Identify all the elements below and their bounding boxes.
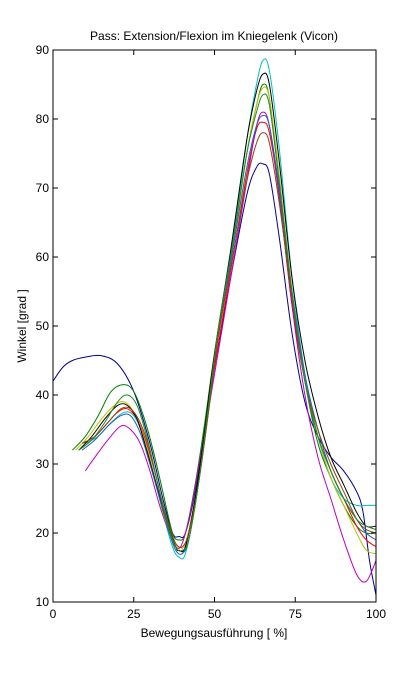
- x-tick-label: 75: [289, 607, 303, 621]
- x-axis-ticks: 0 25 50 75 100: [50, 50, 386, 621]
- y-tick-label: 80: [36, 112, 50, 126]
- y-tick-label: 60: [36, 250, 50, 264]
- series-line-8: [81, 115, 377, 555]
- x-axis-label: Bewegungsausführung [ %]: [141, 626, 288, 640]
- y-tick-label: 20: [36, 526, 50, 540]
- y-tick-label: 90: [36, 43, 50, 57]
- plot-area-frame: [52, 49, 377, 603]
- y-tick-label: 50: [36, 319, 50, 333]
- y-tick-label: 30: [36, 457, 50, 471]
- x-tick-label: 50: [208, 607, 222, 621]
- series-line-9: [81, 132, 377, 548]
- series-line-4: [85, 58, 376, 560]
- series-line-1: [52, 162, 377, 596]
- chart-title: Pass: Extension/Flexion im Kniegelenk (V…: [90, 29, 338, 43]
- x-tick-label: 25: [127, 607, 141, 621]
- y-axis-ticks: 10 20 30 40 50 60 70 80 90: [36, 43, 376, 609]
- series-line-5: [84, 111, 377, 583]
- series-line-10: [78, 93, 377, 552]
- x-tick-label: 0: [50, 607, 57, 621]
- series-layer: [52, 58, 377, 596]
- y-axis-label: Winkel [grad ]: [15, 289, 29, 362]
- y-tick-label: 70: [36, 181, 50, 195]
- series-line-3: [81, 121, 377, 553]
- y-tick-label: 10: [36, 595, 50, 609]
- x-tick-label: 100: [366, 607, 386, 621]
- series-line-6: [75, 86, 377, 555]
- y-tick-label: 40: [36, 388, 50, 402]
